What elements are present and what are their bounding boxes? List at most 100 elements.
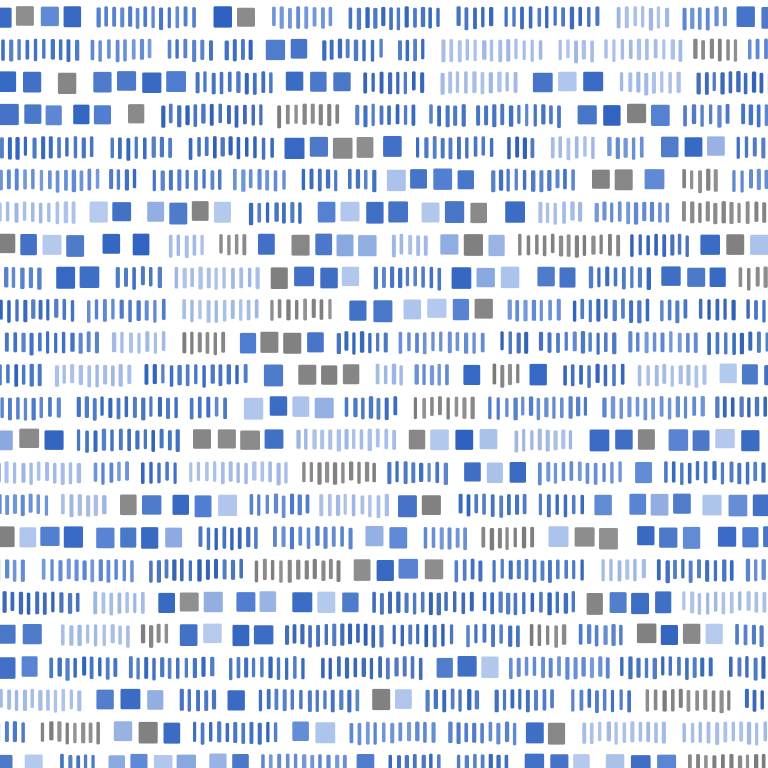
dash [193, 721, 197, 742]
dash [361, 397, 365, 420]
dash [86, 331, 91, 353]
dash [668, 656, 672, 676]
dash [643, 397, 648, 421]
dash [488, 396, 492, 420]
dash [132, 168, 137, 189]
dash [506, 168, 510, 192]
dash [71, 201, 76, 224]
dash [500, 103, 505, 126]
dash [725, 103, 730, 124]
square [73, 104, 90, 125]
dash [357, 722, 362, 746]
dash [641, 559, 646, 579]
dash [118, 137, 122, 160]
dash [185, 169, 189, 189]
dash [556, 332, 560, 353]
dash [20, 267, 25, 290]
dash [491, 624, 495, 648]
square [214, 201, 231, 223]
dash [332, 623, 337, 647]
dash [251, 104, 255, 126]
dash [681, 558, 685, 579]
square [191, 201, 209, 221]
dash [182, 299, 186, 320]
dash [286, 299, 291, 321]
dash [348, 527, 353, 550]
dash [92, 398, 97, 421]
dash [305, 494, 310, 514]
square [42, 234, 62, 255]
square [165, 527, 183, 548]
dash [196, 689, 200, 712]
dash [355, 169, 361, 189]
dash [731, 299, 736, 321]
dash [748, 39, 752, 60]
dash [418, 657, 423, 681]
dash [309, 462, 313, 483]
dash [520, 6, 524, 30]
square [594, 494, 612, 516]
dash [552, 396, 556, 419]
dash [239, 267, 244, 289]
dash [580, 559, 584, 581]
dash [312, 558, 317, 580]
dash [4, 267, 9, 288]
dash [130, 560, 134, 583]
dash [353, 397, 358, 418]
square [113, 721, 133, 742]
dash [514, 430, 519, 453]
dash [18, 591, 24, 615]
dash [28, 493, 33, 513]
dash [227, 71, 232, 92]
dash [30, 688, 34, 709]
dash [198, 266, 203, 290]
dash [516, 657, 521, 677]
dash [603, 364, 608, 387]
dash [670, 365, 674, 387]
dash [504, 754, 509, 768]
dash [151, 6, 155, 29]
dash [241, 169, 246, 192]
dash [497, 527, 502, 549]
dash [729, 656, 733, 677]
dash [23, 136, 27, 156]
dash [260, 656, 264, 678]
dash [344, 657, 350, 679]
dash [521, 526, 527, 549]
dash [110, 137, 114, 159]
dash [722, 7, 727, 27]
dash [563, 592, 569, 614]
square [292, 396, 310, 417]
square [209, 753, 227, 768]
dash [87, 300, 91, 323]
dash [677, 332, 682, 353]
dash [149, 396, 153, 417]
dash [761, 462, 766, 483]
dash [211, 689, 217, 710]
dash [572, 331, 577, 352]
dash [119, 299, 124, 319]
dash [400, 624, 404, 647]
dash [299, 689, 303, 710]
dash [5, 495, 10, 515]
dash [745, 461, 750, 485]
dash [404, 6, 409, 28]
dash [239, 558, 243, 579]
dash [576, 396, 581, 417]
dash [696, 754, 700, 768]
square [682, 526, 701, 549]
dash [667, 397, 672, 420]
dash [677, 233, 682, 255]
dash [100, 396, 104, 416]
dash [636, 332, 640, 352]
dash [185, 364, 190, 387]
dash [20, 494, 25, 517]
dash [665, 560, 670, 584]
dash [265, 202, 270, 223]
dash [241, 39, 245, 60]
dash [12, 721, 17, 743]
dash [587, 365, 591, 388]
dash [678, 365, 683, 385]
dash [159, 7, 164, 31]
dash [619, 72, 624, 92]
